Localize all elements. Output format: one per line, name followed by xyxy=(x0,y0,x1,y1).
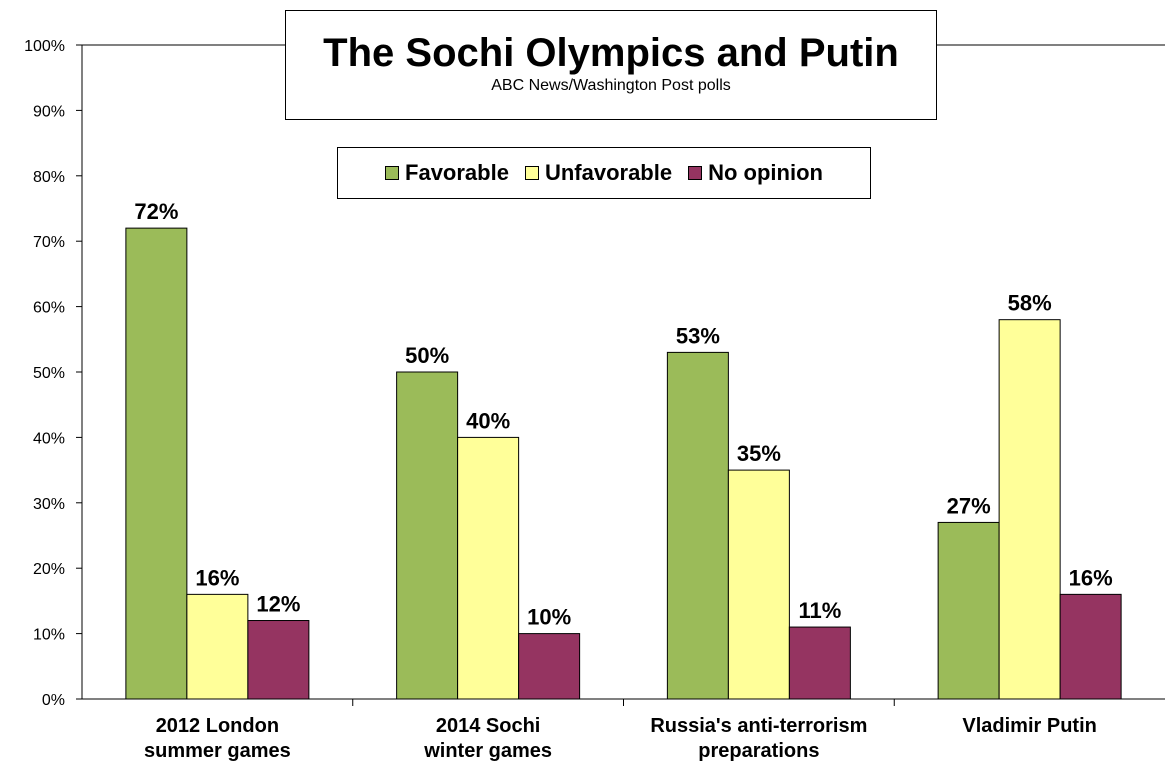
y-tick-label: 0% xyxy=(42,692,65,709)
bar-unfavorable xyxy=(727,469,790,700)
data-label: 40% xyxy=(466,408,510,433)
legend-label-unfavorable: Unfavorable xyxy=(544,160,673,185)
bar-unfavorable xyxy=(457,436,520,700)
data-label: 16% xyxy=(1069,565,1113,590)
x-category-label: summer games xyxy=(144,740,291,762)
bar-favorable xyxy=(125,227,188,700)
y-tick-label: 40% xyxy=(33,430,65,447)
bar-favorable xyxy=(937,521,1000,700)
bar-favorable xyxy=(666,351,729,700)
y-tick-label: 10% xyxy=(33,627,65,644)
legend-label-favorable: Favorable xyxy=(405,160,509,185)
y-tick-label: 50% xyxy=(33,365,65,382)
data-label: 58% xyxy=(1008,291,1052,316)
y-tick-labels: 0% 10% 20% 30% 40% 50% 60% 70% 80% 90% 100% xyxy=(24,38,65,709)
data-label: 11% xyxy=(798,598,841,623)
title-box: The Sochi Olympics and Putin ABC News/Wa… xyxy=(285,10,937,120)
legend-label-no-opinion: No opinion xyxy=(708,160,823,185)
x-category-label: 2012 London xyxy=(156,715,279,737)
y-tick-label: 100% xyxy=(24,38,65,55)
data-label: 27% xyxy=(947,493,991,518)
bar-no-opinion xyxy=(247,620,310,700)
data-label: 53% xyxy=(676,323,720,348)
x-category-label: winter games xyxy=(423,740,552,762)
data-label: 72% xyxy=(134,199,178,224)
data-label: 12% xyxy=(256,592,300,617)
bar-unfavorable xyxy=(998,319,1061,700)
chart-subtitle: ABC News/Washington Post polls xyxy=(491,77,731,94)
y-tick-label: 80% xyxy=(33,169,65,186)
x-category-labels: 2012 London summer games 2014 Sochi winter … xyxy=(144,715,1097,762)
chart-bars xyxy=(125,227,1122,700)
y-tick-label: 30% xyxy=(33,496,65,513)
chart-title: The Sochi Olympics and Putin xyxy=(323,31,899,75)
legend-item-no-opinion: No opinion xyxy=(688,160,823,186)
legend-item-unfavorable: Unfavorable xyxy=(524,160,673,186)
data-label: 35% xyxy=(737,441,781,466)
data-label: 10% xyxy=(527,605,571,630)
bar-favorable xyxy=(396,371,459,700)
data-label: 50% xyxy=(405,343,449,368)
x-category-label: preparations xyxy=(698,740,819,762)
y-tick-label: 60% xyxy=(33,300,65,317)
legend-swatch-favorable xyxy=(385,166,400,180)
y-tick-label: 70% xyxy=(33,234,65,251)
y-tick-label: 90% xyxy=(33,103,65,120)
legend: Favorable Unfavorable No opinion xyxy=(337,147,871,199)
x-category-label: Vladimir Putin xyxy=(962,715,1096,737)
bar-no-opinion xyxy=(518,633,581,700)
legend-swatch-unfavorable xyxy=(524,166,539,180)
legend-item-favorable: Favorable xyxy=(385,160,509,186)
bar-unfavorable xyxy=(186,593,249,700)
bar-no-opinion xyxy=(788,626,851,700)
x-category-label: Russia's anti-terrorism xyxy=(650,715,867,737)
data-labels: 72% 16% 12% 50% 40% 10% 53% 35% 11% 27% 58% 16% xyxy=(134,199,1112,629)
legend-swatch-no-opinion xyxy=(688,166,703,180)
data-label: 16% xyxy=(195,565,239,590)
y-tick-label: 20% xyxy=(33,561,65,578)
x-category-label: 2014 Sochi xyxy=(436,715,541,737)
bar-no-opinion xyxy=(1059,593,1122,700)
